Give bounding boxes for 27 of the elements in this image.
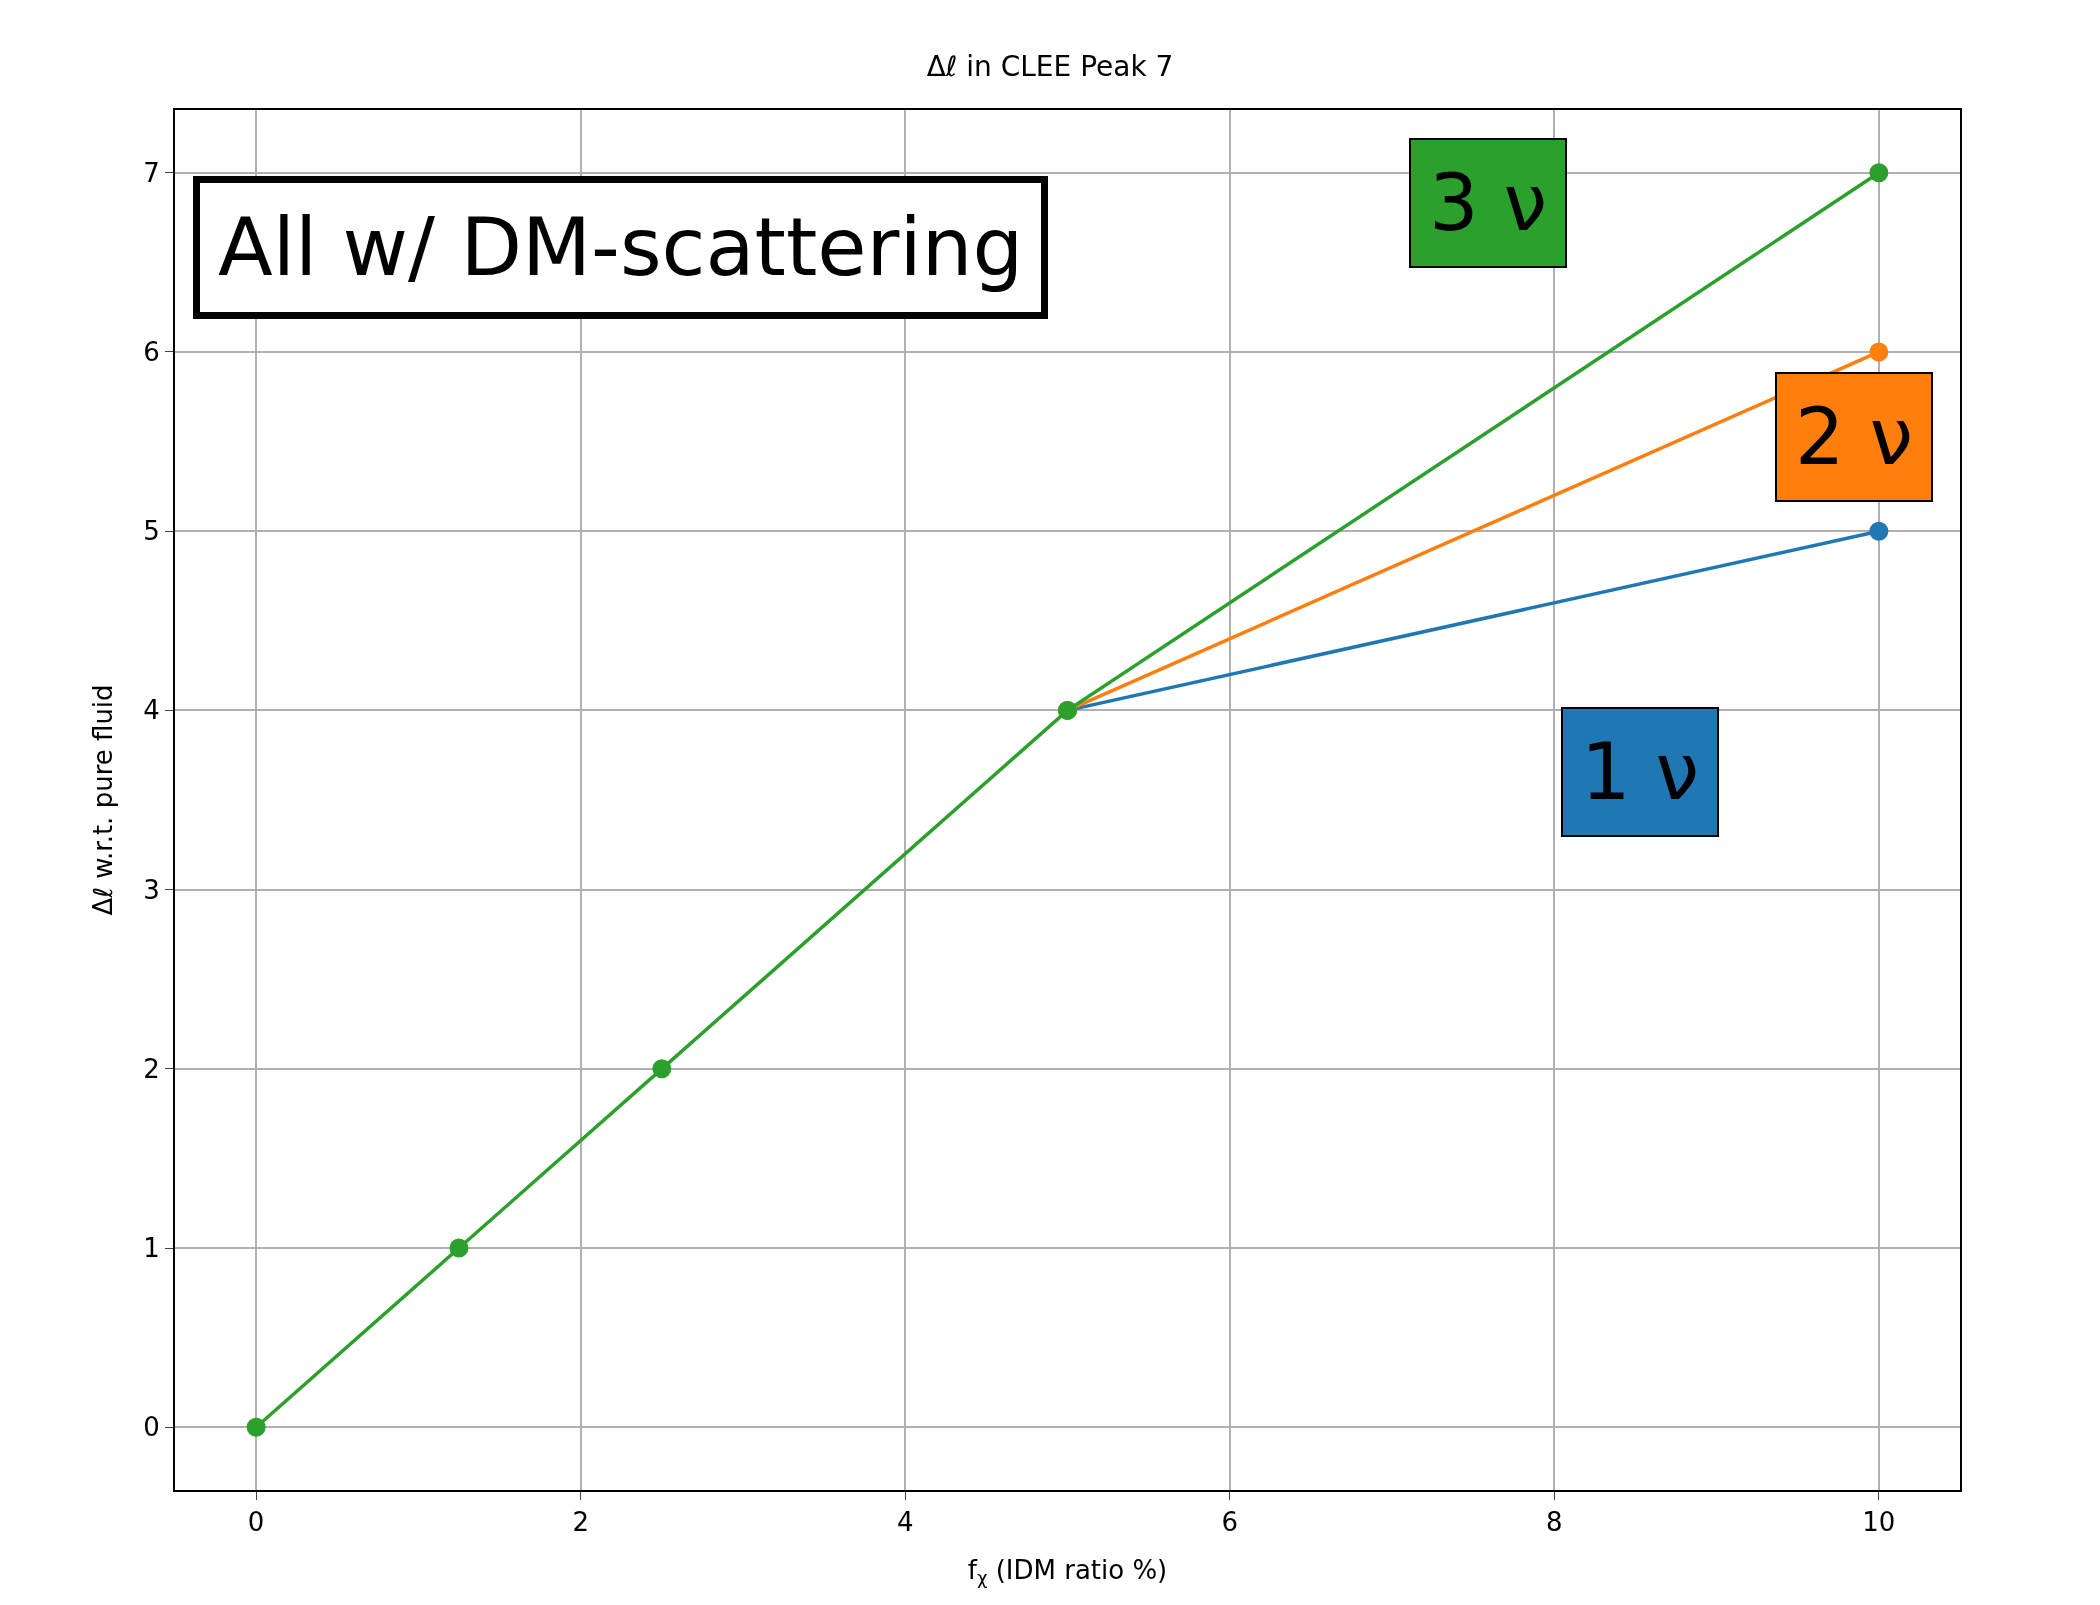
y-tick-label: 6 [143, 337, 160, 368]
annotation: All w/ DM-scattering [218, 201, 1024, 294]
x-tick-label: 8 [1546, 1507, 1563, 1538]
chart-title: Δℓ in CLEE Peak 7 [926, 49, 1174, 83]
x-axis-title: f$_{χ}$ (IDM ratio %) [967, 1555, 1168, 1589]
y-tick-label: 5 [143, 516, 160, 547]
x-tick-label: 0 [247, 1507, 265, 1538]
x-tick-label: 6 [1221, 1507, 1239, 1538]
x-tick-label: 4 [896, 1507, 914, 1538]
point [246, 1417, 266, 1437]
x-tick-label: 2 [572, 1507, 589, 1538]
y-tick-label: 2 [143, 1053, 160, 1084]
point [449, 1238, 469, 1258]
y-tick-label: 0 [143, 1412, 160, 1443]
y-tick-label: 1 [143, 1233, 160, 1264]
y-tick-label: 7 [143, 157, 160, 188]
series-label: 1 ν [1581, 727, 1699, 817]
y-tick-label: 3 [143, 874, 160, 905]
y-axis-title: Δℓ w.r.t. pure fluid [88, 684, 118, 916]
point [652, 1059, 672, 1079]
y-tick-label: 4 [143, 695, 160, 726]
series-label: 2 ν [1795, 392, 1913, 482]
x-tick-label: 10 [1862, 1507, 1896, 1538]
series-label: 3 ν [1429, 158, 1547, 248]
point [1869, 521, 1889, 541]
point [1869, 163, 1889, 183]
point [1869, 342, 1889, 362]
